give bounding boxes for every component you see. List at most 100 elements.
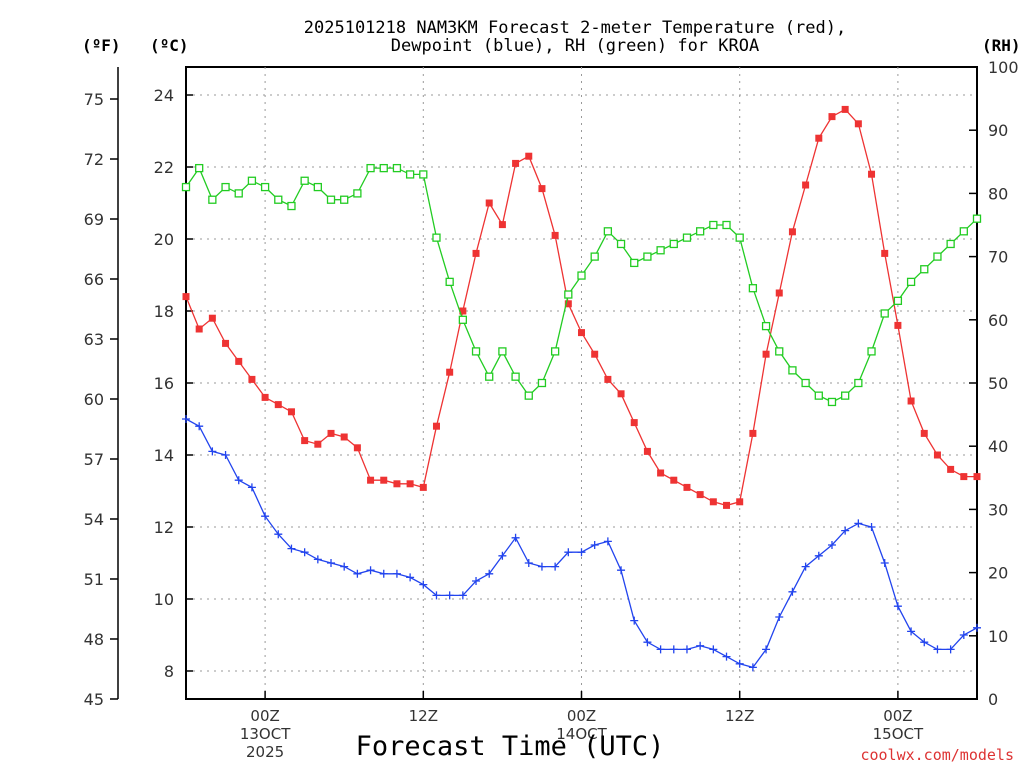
rh-point — [498, 347, 507, 356]
dewpoint-point — [485, 569, 494, 578]
temperature-point — [617, 390, 625, 398]
chart-title-line-1: 2025101218 NAM3KM Forecast 2-meter Tempe… — [303, 18, 847, 38]
temperature-point — [472, 249, 480, 257]
rh-point — [366, 163, 375, 173]
rh-point — [920, 265, 929, 274]
temperature-point — [564, 300, 572, 308]
temperature-point — [749, 429, 757, 437]
rh-point — [564, 290, 573, 299]
rh-point — [748, 284, 758, 293]
temperature-point — [222, 339, 230, 347]
temperature-point — [683, 483, 691, 491]
rh-point — [775, 347, 784, 356]
rh-tick-label: 50 — [988, 374, 1008, 393]
rh-point — [524, 391, 533, 400]
rh-point — [814, 391, 823, 400]
temperature-point — [854, 120, 862, 128]
dewpoint-point — [907, 627, 916, 636]
time-tick-label: 12Z — [725, 707, 754, 725]
temperature-point — [485, 199, 493, 207]
dewpoint-point — [841, 526, 850, 535]
temperature-point — [775, 289, 783, 297]
temperature-point — [960, 473, 968, 481]
dewpoint-point — [801, 562, 810, 571]
dewpoint-point — [261, 512, 270, 521]
rh-tick-label: 40 — [988, 437, 1008, 456]
rh-tick-label: 60 — [988, 311, 1008, 330]
temperature-point — [261, 393, 269, 401]
dewpoint-point — [564, 548, 573, 557]
dewpoint-point — [827, 540, 836, 549]
dewpoint-point — [366, 566, 375, 575]
rh-point — [959, 227, 968, 236]
dewpoint-point — [551, 562, 560, 571]
rh-tick-label: 30 — [988, 500, 1008, 519]
time-tick-label: 13OCT — [240, 725, 291, 743]
rh-point — [722, 220, 731, 230]
rh-tick-label: 10 — [988, 627, 1008, 646]
temperature-point — [446, 368, 454, 376]
rh-point — [419, 170, 428, 179]
temperature-point — [828, 113, 836, 121]
dewpoint-point — [643, 638, 652, 647]
dewpoint-point — [340, 562, 349, 571]
temperature-point — [538, 185, 546, 193]
temperature-point — [868, 170, 876, 178]
celsius-tick-label: 12 — [154, 518, 174, 537]
temperature-point — [630, 419, 638, 427]
dewpoint-point — [669, 645, 678, 654]
time-tick-label: 00Z — [250, 707, 279, 725]
dewpoint-point — [182, 414, 190, 423]
time-tick-label: 00Z — [883, 707, 912, 725]
rh-point — [458, 315, 468, 324]
time-tick-label: 15OCT — [873, 725, 924, 743]
temperature-point — [195, 325, 203, 333]
dewpoint-point — [656, 645, 665, 654]
rh-point — [340, 195, 349, 204]
dewpoint-point — [933, 645, 942, 654]
dewpoint-point — [379, 569, 388, 578]
rh-unit-label: (RH) — [982, 36, 1021, 55]
dewpoint-point — [709, 645, 718, 654]
dewpoint-point — [208, 447, 217, 456]
temperature-point — [723, 501, 731, 509]
rh-point — [221, 182, 230, 192]
rh-tick-label: 90 — [988, 121, 1008, 140]
rh-tick-label: 80 — [988, 184, 1008, 203]
rh-point — [550, 347, 560, 356]
dewpoint-point — [696, 641, 705, 650]
rh-point — [432, 233, 441, 242]
temperature-point — [604, 375, 612, 383]
dewpoint-point — [854, 519, 863, 528]
rh-point — [854, 378, 863, 388]
dewpoint-point — [722, 652, 731, 661]
dewpoint-point — [603, 537, 612, 546]
temperature-point — [459, 307, 467, 315]
rh-point — [274, 195, 283, 204]
time-tick-label: 2025 — [246, 743, 284, 761]
rh-point — [511, 372, 520, 381]
rh-point — [669, 239, 678, 249]
rh-point — [445, 277, 454, 287]
temperature-point — [973, 473, 981, 481]
temperature-point — [947, 465, 955, 473]
dewpoint-point — [392, 569, 401, 578]
dewpoint-point — [867, 522, 876, 531]
rh-point — [867, 347, 876, 356]
dewpoint-point — [920, 638, 929, 647]
rh-point — [880, 309, 889, 318]
dewpoint-point — [748, 663, 757, 672]
time-tick-label: 00Z — [567, 707, 596, 725]
dewpoint-point — [313, 555, 322, 564]
rh-point — [181, 182, 191, 192]
fahrenheit-tick-label: 54 — [84, 510, 104, 529]
temperature-point — [301, 437, 309, 445]
rh-point — [616, 239, 626, 249]
rh-point — [603, 227, 613, 236]
dewpoint-point — [432, 591, 441, 600]
fahrenheit-tick-label: 57 — [84, 450, 104, 469]
temperature-point — [274, 401, 282, 409]
celsius-tick-label: 22 — [154, 158, 174, 177]
celsius-tick-label: 8 — [164, 662, 174, 681]
